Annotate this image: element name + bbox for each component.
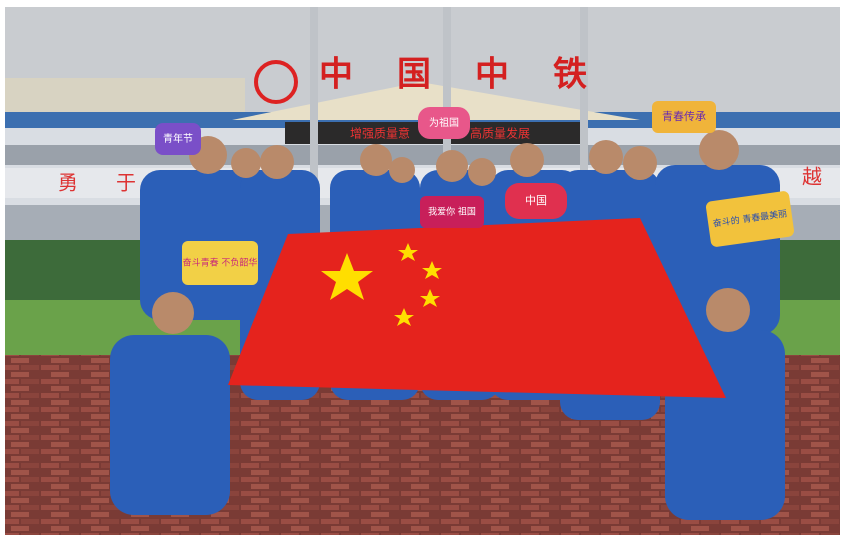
flagpole bbox=[580, 7, 588, 237]
building-sign: 中国中铁 bbox=[319, 55, 631, 95]
person-kneeling bbox=[110, 335, 230, 515]
gable bbox=[232, 82, 640, 120]
banner-text: 增强质量意 bbox=[350, 126, 410, 141]
heads bbox=[152, 130, 750, 334]
sign-text: 为祖国 bbox=[429, 116, 459, 129]
national-flag bbox=[228, 218, 726, 398]
sign-text: 青年节 bbox=[163, 132, 193, 145]
sign-text: 青春传承 bbox=[662, 110, 706, 123]
flag-stars bbox=[321, 243, 442, 326]
sign-text: 中国 bbox=[525, 194, 547, 207]
back-building bbox=[5, 78, 245, 118]
wall-slogan: 勇 bbox=[58, 171, 78, 195]
signs: 青年节 为祖国 我爱你 祖国 中国 青春传承 奋斗青春 不负韶华 奋斗的 青春最… bbox=[155, 101, 795, 285]
wall-slogan: 于 bbox=[116, 171, 136, 195]
banner-text: 高质量发展 bbox=[470, 126, 530, 141]
wall-slogan: 越 bbox=[802, 165, 822, 189]
flagpole bbox=[310, 7, 318, 237]
logo bbox=[254, 60, 298, 104]
sign-text: 我爱你 祖国 bbox=[428, 206, 476, 218]
sign-text: 奋斗青春 不负韶华 bbox=[183, 257, 258, 269]
